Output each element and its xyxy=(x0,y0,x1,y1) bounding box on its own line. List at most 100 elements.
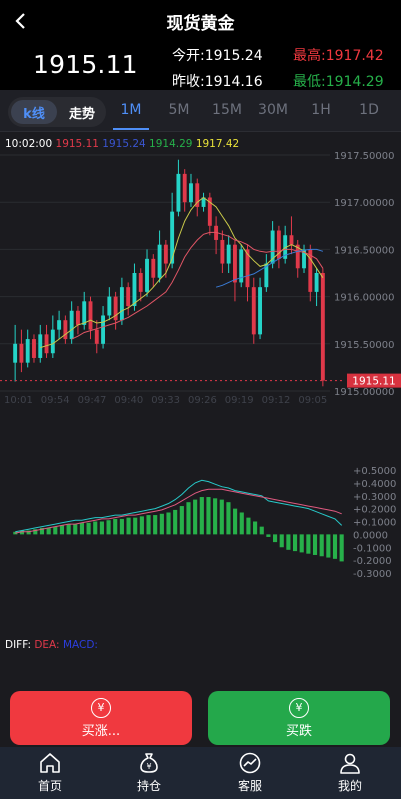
nav-label-home: 首页 xyxy=(37,779,62,793)
macd-axis-label: +0.3000 xyxy=(353,492,396,503)
macd-bar xyxy=(326,534,331,558)
nav-item-home[interactable]: 首页 xyxy=(15,747,85,799)
candle-body xyxy=(195,183,200,207)
candle-body xyxy=(276,230,281,259)
macd-bar xyxy=(279,534,284,548)
candle-body xyxy=(132,273,137,307)
page-title: 现货黄金 xyxy=(166,14,235,34)
buy-down-button[interactable]: ¥ 买跌 xyxy=(208,691,390,745)
period-tab-5m[interactable]: 5M xyxy=(168,102,190,118)
money-bag-icon: ¥ xyxy=(140,753,158,773)
price-axis-label: 1916.50000 xyxy=(334,245,394,256)
candle-body xyxy=(57,320,62,330)
candle-body xyxy=(82,301,87,325)
back-button[interactable] xyxy=(8,6,34,36)
macd-bar xyxy=(246,517,251,535)
macd-bar xyxy=(199,497,204,535)
candle-body xyxy=(38,334,43,358)
macd-axis-label: -0.1000 xyxy=(353,543,392,554)
macd-bar xyxy=(53,526,58,535)
chart-tabs: k线 走势 1M 5M 15M 30M 1H 1D xyxy=(0,90,401,132)
price-axis-label: 1915.50000 xyxy=(334,340,394,351)
moving-average-line xyxy=(215,248,324,288)
candle-body xyxy=(320,273,325,381)
chevron-left-icon xyxy=(15,13,25,29)
candle-body xyxy=(232,244,237,283)
high-label: 最高: xyxy=(293,48,326,64)
macd-bar xyxy=(59,525,65,535)
macd-bar xyxy=(126,517,131,535)
macd-bar xyxy=(253,521,258,535)
macd-bar xyxy=(113,518,118,535)
yen-icon: ¥ xyxy=(289,697,309,718)
macd-bar xyxy=(166,512,171,535)
candle-body xyxy=(176,173,181,212)
nav-item-mine[interactable]: 我的 xyxy=(315,747,385,799)
nav-item-service[interactable]: 客服 xyxy=(215,747,285,799)
low-value: 1914.29 xyxy=(325,74,384,90)
candle-body xyxy=(314,273,319,292)
period-tab-1d[interactable]: 1D xyxy=(359,102,379,118)
period-tab-30m[interactable]: 30M xyxy=(258,102,288,118)
macd-axis-label: -0.2000 xyxy=(353,556,392,567)
macd-bar xyxy=(73,524,78,535)
macd-bar xyxy=(332,534,338,559)
macd-bar xyxy=(306,534,311,554)
macd-bar xyxy=(226,502,231,535)
macd-bar xyxy=(19,530,25,535)
macd-bar xyxy=(213,498,218,535)
period-tab-1h[interactable]: 1H xyxy=(311,102,331,118)
macd-bar xyxy=(173,509,178,535)
legend-time: 10:02:00 xyxy=(5,138,53,150)
macd-bar xyxy=(193,499,198,535)
candle-body xyxy=(119,287,124,321)
candle-body xyxy=(107,296,112,316)
dea-line xyxy=(15,488,342,534)
macd-bar xyxy=(46,527,51,535)
bottom-nav: 首页 ¥ 持仓 客服 我的 xyxy=(0,747,401,799)
nav-item-positions[interactable]: ¥ 持仓 xyxy=(114,747,184,799)
price-axis-label: 1917.00000 xyxy=(334,198,394,209)
candle-body xyxy=(258,287,263,335)
macd-bar xyxy=(119,518,124,535)
macd-bar xyxy=(299,534,304,553)
tab-trend[interactable]: 走势 xyxy=(68,106,95,122)
moving-average-line xyxy=(71,231,324,340)
price-axis-label: 1917.50000 xyxy=(334,151,394,162)
buy-up-button[interactable]: ¥ 买涨... xyxy=(10,691,192,745)
time-axis-label: 09:40 xyxy=(114,395,143,406)
candle-body xyxy=(270,230,275,264)
time-axis-label: 09:05 xyxy=(298,395,327,406)
nav-label-mine: 我的 xyxy=(337,779,362,793)
macd-axis-label: +0.5000 xyxy=(353,466,396,477)
kline-chart[interactable]: 1917.50000 1917.00000 1916.50000 1916.00000… xyxy=(0,133,401,651)
time-axis-label: 09:26 xyxy=(188,395,217,406)
candle-body xyxy=(63,320,68,340)
time-axis-label: 10:01 xyxy=(4,395,33,406)
period-tab-15m[interactable]: 15M xyxy=(212,102,242,118)
chart-canvas: 1917.50000 1917.00000 1916.50000 1916.00000… xyxy=(0,151,401,580)
candle-body xyxy=(201,197,206,207)
macd-bar xyxy=(139,516,144,535)
candle-body xyxy=(220,239,225,264)
period-tab-1m[interactable]: 1M xyxy=(107,90,155,130)
moving-average-line xyxy=(40,196,324,349)
macd-bar xyxy=(266,534,271,537)
candle-body xyxy=(226,244,231,264)
macd-bar xyxy=(146,515,151,535)
macd-bar xyxy=(319,534,324,557)
macd-bar xyxy=(292,534,298,552)
macd-axis-label: 0.0000 xyxy=(353,530,388,541)
time-axis-label: 09:33 xyxy=(151,395,180,406)
candle-body xyxy=(182,173,187,203)
candle-body xyxy=(245,249,250,288)
macd-bar xyxy=(133,517,138,535)
candle-body xyxy=(75,310,80,325)
macd-bar xyxy=(66,524,71,535)
candle-body xyxy=(69,310,74,340)
tab-kline[interactable]: k线 xyxy=(11,100,57,124)
current-price-tag-bg xyxy=(347,373,401,388)
macd-axis-label: +0.2000 xyxy=(353,505,396,516)
macd-legend-diff: DIFF: xyxy=(5,639,31,651)
